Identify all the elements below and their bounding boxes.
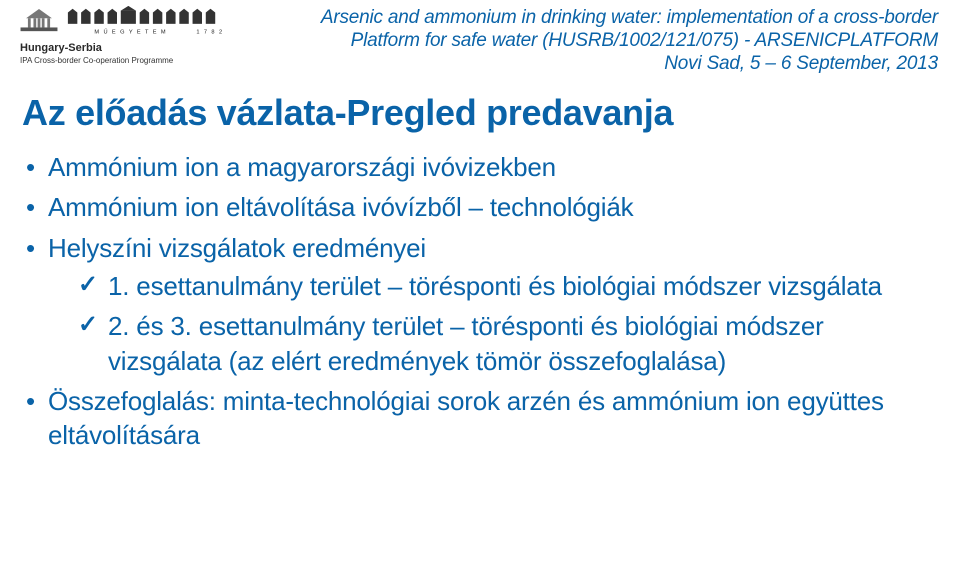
slide-header: M Ű E G Y E T E M 1 7 8 2 Hungary-Serbia…	[0, 0, 960, 78]
program-subtitle: IPA Cross-border Co-operation Programme	[20, 56, 260, 65]
slide-content: Ammónium ion a magyarországi ivóvizekben…	[22, 150, 938, 453]
univ-text-left: M Ű E G Y E T E M	[94, 28, 167, 35]
check-text: 2. és 3. esettanulmány terület – töréspo…	[108, 311, 824, 375]
bullet-text: Ammónium ion eltávolítása ivóvízből – te…	[48, 192, 633, 222]
bullet-item: Helyszíni vizsgálatok eredményei 1. eset…	[48, 231, 938, 378]
logo-row: M Ű E G Y E T E M 1 7 8 2	[20, 6, 260, 36]
program-title: Hungary-Serbia	[20, 42, 102, 54]
check-text: 1. esettanulmány terület – törésponti és…	[108, 271, 882, 301]
bullet-text: Helyszíni vizsgálatok eredményei	[48, 233, 426, 263]
university-icon: M Ű E G Y E T E M 1 7 8 2	[66, 6, 236, 36]
logo-block: M Ű E G Y E T E M 1 7 8 2 Hungary-Serbia…	[20, 6, 260, 65]
bullet-item: Ammónium ion a magyarországi ivóvizekben	[48, 150, 938, 184]
bullet-text: Ammónium ion a magyarországi ivóvizekben	[48, 152, 556, 182]
check-item: 1. esettanulmány terület – törésponti és…	[108, 269, 938, 303]
program-title-line: Hungary-Serbia	[20, 38, 260, 56]
conf-line-2: Platform for safe water (HUSRB/1002/121/…	[321, 29, 938, 52]
conf-line-1: Arsenic and ammonium in drinking water: …	[321, 6, 938, 29]
conference-info: Arsenic and ammonium in drinking water: …	[321, 6, 938, 76]
bullet-item: Ammónium ion eltávolítása ivóvízből – te…	[48, 190, 938, 224]
bullet-text: Összefoglalás: minta-technológiai sorok …	[48, 386, 884, 450]
bullet-list: Ammónium ion a magyarországi ivóvizekben…	[22, 150, 938, 453]
check-list: 1. esettanulmány terület – törésponti és…	[48, 269, 938, 378]
bullet-item: Összefoglalás: minta-technológiai sorok …	[48, 384, 938, 453]
check-item: 2. és 3. esettanulmány terület – töréspo…	[108, 309, 938, 378]
univ-text-right: 1 7 8 2	[196, 29, 223, 35]
conf-line-3: Novi Sad, 5 – 6 September, 2013	[321, 52, 938, 75]
parliament-icon	[20, 9, 58, 33]
slide-title: Az előadás vázlata-Pregled predavanja	[22, 92, 960, 134]
